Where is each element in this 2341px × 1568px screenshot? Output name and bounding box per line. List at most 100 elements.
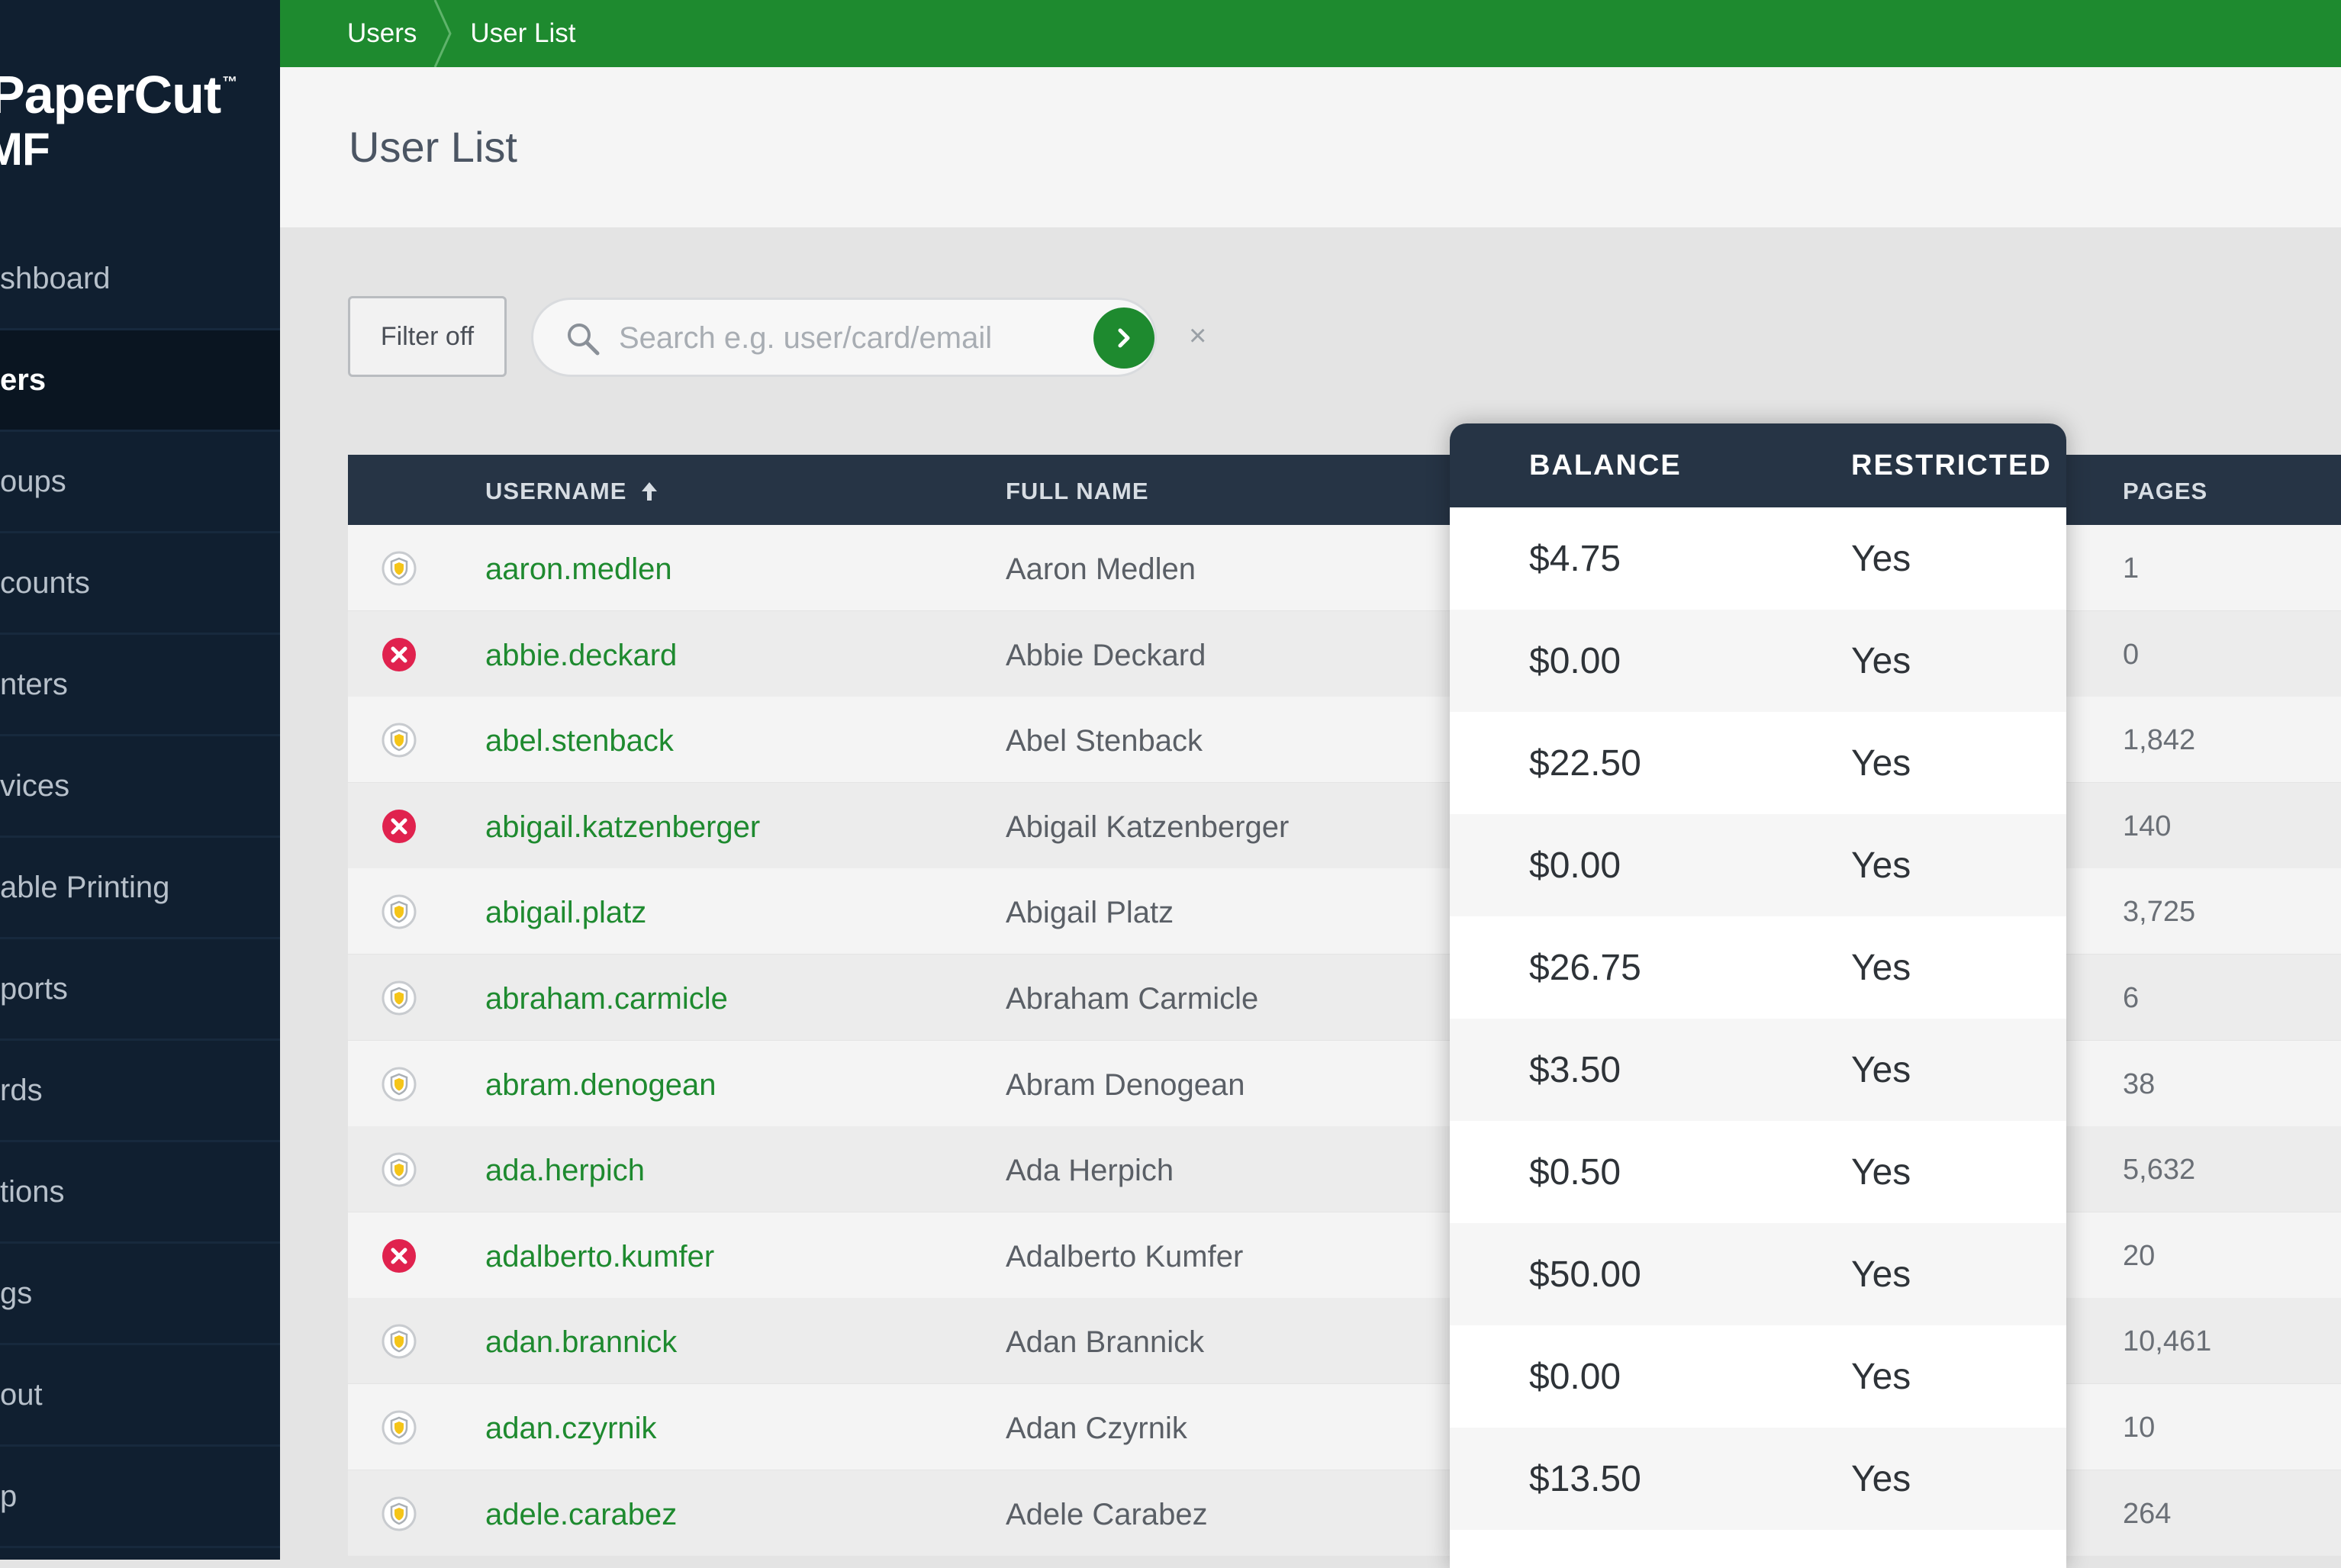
column-header-pages[interactable]: PAGES [2123, 478, 2208, 504]
restricted-cell: Yes [1851, 1050, 1911, 1090]
sidebar-item[interactable]: nters [0, 635, 280, 736]
balance-cell: $0.00 [1529, 845, 1621, 886]
card-row: $3.50 Yes [1450, 1019, 2066, 1121]
sidebar-item[interactable]: able Printing [0, 838, 280, 939]
sidebar-item-label: shboard [0, 261, 111, 295]
chevron-right-icon [1118, 328, 1130, 348]
sidebar-item[interactable]: shboard [0, 229, 280, 330]
sidebar-item-label: ports [0, 971, 68, 1006]
restricted-cell: Yes [1851, 948, 1911, 988]
sidebar-item[interactable]: tions [0, 1142, 280, 1244]
full-name-cell: Adalberto Kumfer [1006, 1240, 1244, 1273]
sidebar-item-label: able Printing [0, 870, 170, 904]
search-submit-button[interactable] [1093, 307, 1154, 369]
username-link[interactable]: abbie.deckard [485, 639, 678, 672]
full-name-cell: Abigail Katzenberger [1006, 810, 1290, 844]
sidebar-item-label: oups [0, 464, 66, 498]
balance-cell: $26.75 [1529, 948, 1641, 988]
username-link[interactable]: abigail.katzenberger [485, 810, 761, 844]
pages-cell: 1 [2123, 552, 2140, 584]
column-header-username-label: USERNAME [485, 478, 627, 504]
logo-subtext: MF [0, 124, 50, 175]
balance-cell: $0.00 [1529, 641, 1621, 681]
username-link[interactable]: adan.brannick [485, 1325, 678, 1359]
column-header-balance[interactable]: BALANCE [1529, 449, 1682, 481]
full-name-cell: Abbie Deckard [1006, 639, 1206, 672]
pages-cell: 1,842 [2123, 724, 2196, 756]
disabled-icon [382, 638, 416, 671]
sort-ascending-icon [642, 482, 658, 501]
sidebar-item[interactable]: p [0, 1447, 280, 1548]
sidebar-item[interactable]: gs [0, 1244, 280, 1345]
breadcrumb-users[interactable]: Users [347, 18, 417, 48]
sidebar-nav: shboard ers oups counts nters vices able Print… [0, 229, 280, 1548]
sidebar-item[interactable]: ers [0, 330, 280, 432]
sidebar-item-label: gs [0, 1276, 33, 1310]
logo-text: PaperCut [0, 65, 221, 124]
full-name-cell: Abigail Platz [1006, 896, 1174, 929]
username-link[interactable]: abram.denogean [485, 1068, 716, 1102]
balance-cell: $0.50 [1529, 1152, 1621, 1193]
pages-cell: 140 [2123, 810, 2172, 842]
balance-cell: $22.50 [1529, 743, 1641, 784]
search-clear-button[interactable]: × [1189, 319, 1207, 353]
username-link[interactable]: abigail.platz [485, 896, 647, 929]
sidebar-item-label: out [0, 1377, 43, 1412]
sidebar-item[interactable]: out [0, 1345, 280, 1447]
pages-cell: 6 [2123, 982, 2140, 1014]
pages-cell: 10,461 [2123, 1325, 2212, 1357]
shield-icon [382, 1496, 417, 1531]
sidebar-item[interactable]: counts [0, 533, 280, 635]
pages-cell: 10 [2123, 1412, 2156, 1444]
search-input[interactable] [617, 312, 1002, 364]
shield-icon [382, 723, 417, 758]
disabled-icon [382, 1239, 416, 1273]
pages-cell: 0 [2123, 639, 2140, 671]
papercut-logo[interactable]: PaperCut ™ MF [0, 67, 237, 177]
restricted-cell: Yes [1851, 539, 1911, 579]
breadcrumb-separator-icon [433, 0, 453, 67]
restricted-cell: Yes [1851, 641, 1911, 681]
sidebar-item-label: p [0, 1479, 18, 1513]
breadcrumb-user-list[interactable]: User List [470, 18, 576, 48]
search-icon [568, 324, 600, 356]
username-link[interactable]: aaron.medlen [485, 552, 672, 586]
full-name-cell: Adan Brannick [1006, 1325, 1205, 1359]
card-row: $0.00 Yes [1450, 814, 2066, 916]
shield-icon [382, 1152, 417, 1187]
full-name-cell: Abram Denogean [1006, 1068, 1245, 1102]
username-link[interactable]: abel.stenback [485, 724, 674, 758]
restricted-cell: Yes [1851, 1254, 1911, 1295]
column-header-username[interactable]: USERNAME [485, 478, 659, 505]
username-link[interactable]: adalberto.kumfer [485, 1240, 715, 1273]
pages-cell: 264 [2123, 1498, 2172, 1530]
sidebar-item[interactable]: ports [0, 939, 280, 1041]
sidebar-item[interactable]: oups [0, 432, 280, 533]
pages-cell: 20 [2123, 1240, 2156, 1272]
card-header: BALANCE RESTRICTED [1450, 423, 2066, 507]
balance-cell: $3.50 [1529, 1050, 1621, 1090]
sidebar-item[interactable]: vices [0, 736, 280, 838]
balance-cell: $4.75 [1529, 539, 1621, 579]
card-row: $13.50 Yes [1450, 1428, 2066, 1530]
username-link[interactable]: abraham.carmicle [485, 982, 728, 1016]
column-header-full-name[interactable]: FULL NAME [1006, 478, 1149, 504]
sidebar-item[interactable]: rds [0, 1041, 280, 1142]
username-link[interactable]: adele.carabez [485, 1498, 678, 1531]
username-link[interactable]: ada.herpich [485, 1154, 646, 1187]
card-row: $0.50 Yes [1450, 1121, 2066, 1223]
page-title: User List [349, 123, 517, 171]
full-name-cell: Abraham Carmicle [1006, 982, 1259, 1016]
shield-icon [382, 1067, 417, 1102]
username-link[interactable]: adan.czyrnik [485, 1412, 657, 1445]
card-row: $22.50 Yes [1450, 712, 2066, 814]
column-header-restricted[interactable]: RESTRICTED [1851, 449, 2052, 481]
full-name-cell: Abel Stenback [1006, 724, 1203, 758]
balance-cell: $0.00 [1529, 1357, 1621, 1397]
breadcrumb: Users User List [280, 0, 2341, 67]
pages-cell: 38 [2123, 1068, 2156, 1100]
balance-cell: $13.50 [1529, 1459, 1641, 1499]
filter-toggle-button[interactable]: Filter off [348, 296, 507, 377]
restricted-cell: Yes [1851, 845, 1911, 886]
card-row: $0.00 Yes [1450, 610, 2066, 712]
